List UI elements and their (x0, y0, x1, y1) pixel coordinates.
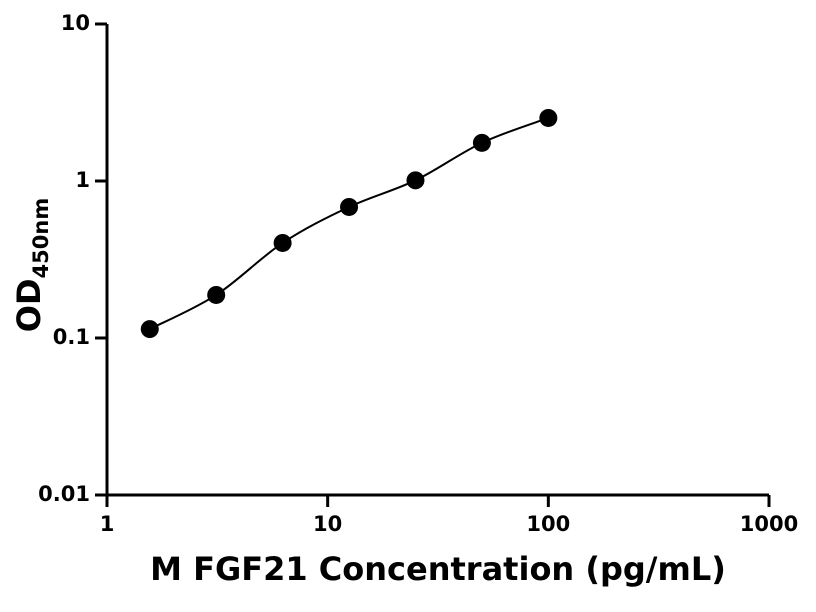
data-point (207, 285, 226, 304)
data-point (140, 320, 159, 339)
data-point (340, 197, 359, 216)
data-point (273, 233, 292, 252)
y-tick-label: 1 (75, 168, 90, 192)
x-tick-label: 10 (313, 512, 342, 536)
x-tick-label: 1 (100, 512, 115, 536)
y-tick-label: 10 (61, 11, 90, 35)
y-tick-label: 0.01 (38, 482, 90, 506)
x-axis-label: M FGF21 Concentration (pg/mL) (150, 550, 726, 588)
y-axis-label-main: OD (10, 278, 48, 332)
data-point (472, 133, 491, 152)
y-axis-label: OD450nm (10, 198, 53, 332)
data-point (539, 108, 558, 127)
y-axis-label-subscript: 450nm (29, 198, 53, 279)
y-tick-label: 0.1 (53, 325, 90, 349)
data-point (406, 171, 425, 190)
x-tick-label: 100 (526, 512, 570, 536)
x-tick-label: 1000 (740, 512, 798, 536)
